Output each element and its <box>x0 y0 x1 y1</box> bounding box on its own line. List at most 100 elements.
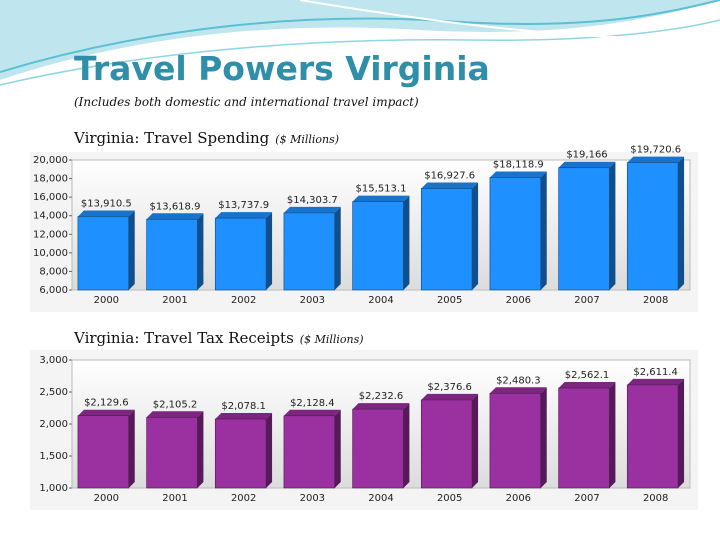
bar-top <box>627 156 685 163</box>
y-tick-label: 2,500 <box>39 387 68 398</box>
y-tick-label: 18,000 <box>33 174 68 185</box>
y-tick-label: 16,000 <box>33 192 68 203</box>
x-tick-label: 2007 <box>574 493 599 504</box>
bar <box>626 384 679 489</box>
value-label: $2,105.2 <box>153 399 198 410</box>
x-tick-label: 2003 <box>300 295 325 306</box>
y-tick-label: 3,000 <box>39 355 68 366</box>
x-tick-label: 2001 <box>162 295 187 306</box>
slide-subtitle: (Includes both domestic and internationa… <box>74 95 419 109</box>
bar-side <box>334 206 341 290</box>
bar <box>214 418 267 489</box>
x-tick-label: 2005 <box>437 295 462 306</box>
bar-top <box>146 411 204 418</box>
x-tick-label: 2004 <box>368 493 393 504</box>
bar <box>77 216 130 291</box>
bar <box>283 212 336 291</box>
bar <box>489 392 542 489</box>
x-tick-label: 2000 <box>94 493 119 504</box>
bar <box>352 408 404 489</box>
bar-top <box>146 213 204 220</box>
y-tick-label: 12,000 <box>33 229 68 240</box>
value-label: $13,910.5 <box>81 199 132 210</box>
y-tick-label: 10,000 <box>33 248 68 259</box>
y-tick-label: 1,500 <box>39 451 68 462</box>
bar-top <box>352 195 410 202</box>
bar-side <box>403 403 410 488</box>
value-label: $13,618.9 <box>150 201 201 212</box>
bar <box>558 167 610 291</box>
x-tick-label: 2007 <box>574 295 599 306</box>
bar-top <box>558 382 616 389</box>
value-label: $2,562.1 <box>565 370 610 381</box>
bar-top <box>421 393 479 400</box>
value-label: $18,118.9 <box>493 159 544 170</box>
value-label: $2,611.4 <box>633 367 678 378</box>
value-label: $15,513.1 <box>356 184 407 195</box>
bar-side <box>197 213 204 290</box>
bar-top <box>421 182 479 189</box>
bar-side <box>266 413 273 488</box>
y-tick-label: 6,000 <box>39 285 68 296</box>
bar <box>420 399 473 489</box>
x-tick-label: 2001 <box>162 493 187 504</box>
bar-top <box>77 409 135 416</box>
value-label: $2,376.6 <box>427 382 472 393</box>
value-label: $16,927.6 <box>424 171 475 182</box>
x-tick-label: 2005 <box>437 493 462 504</box>
bar-side <box>540 171 547 290</box>
value-label: $2,480.3 <box>496 375 541 386</box>
chart-unit: ($ Millions) <box>300 333 364 346</box>
bar-side <box>334 409 341 488</box>
value-label: $2,128.4 <box>290 398 335 409</box>
value-label: $2,078.1 <box>221 401 266 412</box>
bar-side <box>197 411 204 488</box>
value-label: $2,232.6 <box>359 391 404 402</box>
bar-top <box>489 171 547 178</box>
x-tick-label: 2002 <box>231 295 256 306</box>
bar-side <box>609 161 616 290</box>
y-tick-label: 1,000 <box>39 483 68 494</box>
bar-top <box>352 403 410 410</box>
bar <box>489 177 542 291</box>
bar-top <box>215 212 273 219</box>
bar-top <box>489 387 547 394</box>
bar-side <box>472 182 479 290</box>
bar-top <box>283 409 341 416</box>
bar-top <box>215 413 273 420</box>
bar-side <box>609 382 616 488</box>
value-label: $14,303.7 <box>287 195 338 206</box>
x-tick-label: 2008 <box>643 493 668 504</box>
chart-title: Virginia: Travel Tax Receipts <box>73 329 294 347</box>
chart-unit: ($ Millions) <box>275 133 339 146</box>
x-tick-label: 2000 <box>94 295 119 306</box>
bar-side <box>403 195 410 290</box>
y-tick-label: 14,000 <box>33 211 68 222</box>
slide-title: Travel Powers Virginia <box>74 49 490 88</box>
bar-side <box>472 393 479 488</box>
bar-top <box>283 206 341 213</box>
bar-side <box>678 156 685 290</box>
value-label: $2,129.6 <box>84 398 129 409</box>
bar <box>352 201 404 291</box>
bar <box>214 217 267 291</box>
bar <box>77 415 130 489</box>
value-label: $13,737.9 <box>218 200 269 211</box>
bar <box>283 415 336 489</box>
bar-side <box>128 409 135 488</box>
bar <box>558 387 610 489</box>
swoosh-line <box>0 19 720 86</box>
x-tick-label: 2004 <box>368 295 393 306</box>
value-label: $19,720.6 <box>630 145 681 156</box>
bar <box>146 416 198 489</box>
bar-side <box>128 210 135 290</box>
bar-side <box>678 378 685 488</box>
x-tick-label: 2006 <box>506 295 531 306</box>
bar-top <box>558 161 616 168</box>
swoosh <box>0 0 720 80</box>
bar <box>626 162 679 291</box>
header-swoosh <box>0 0 720 86</box>
x-tick-label: 2008 <box>643 295 668 306</box>
bar <box>146 218 198 291</box>
